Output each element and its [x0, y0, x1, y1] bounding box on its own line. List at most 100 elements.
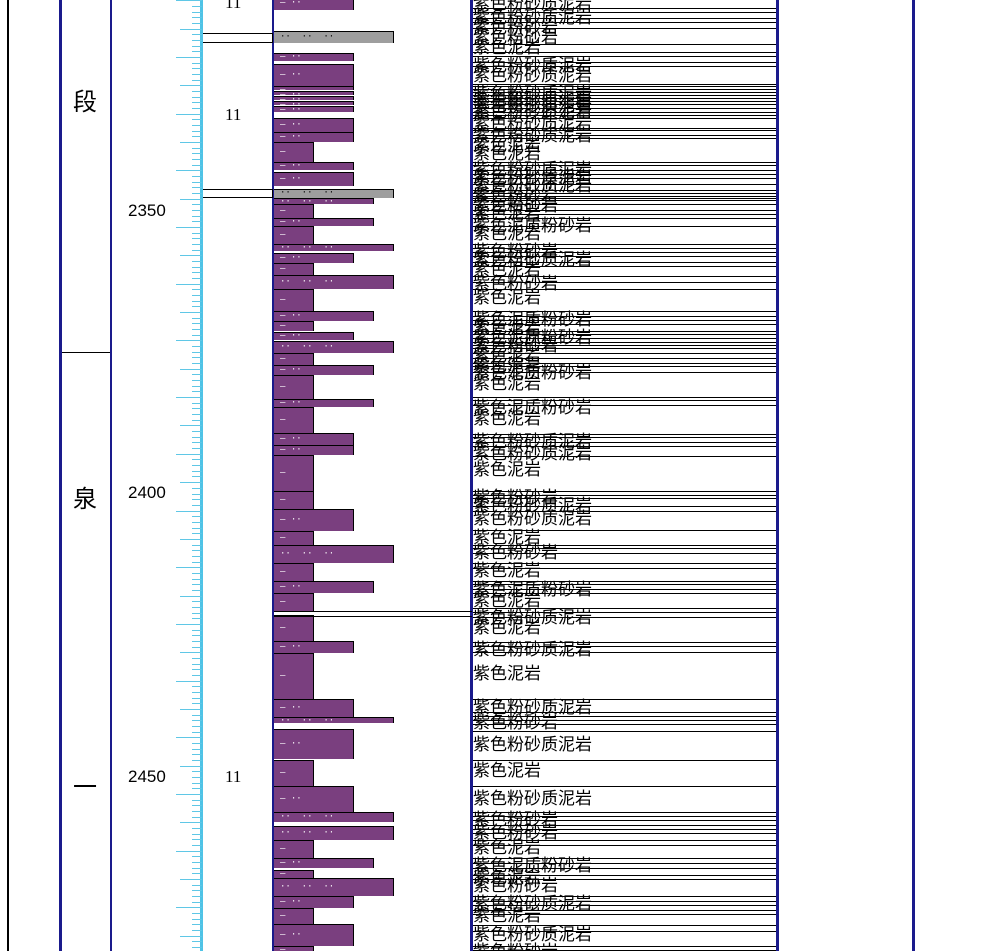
depth-tick	[192, 817, 202, 818]
lithology-pattern: ·· ·· ··	[280, 882, 335, 892]
lithology-name: 紫色粉砂质泥岩	[473, 925, 592, 945]
depth-tick	[192, 902, 202, 903]
lithology-boundary-line	[473, 342, 776, 343]
lithology-boundary-line	[473, 760, 776, 761]
depth-tick	[192, 216, 202, 217]
lithology-name: 紫色粉砂质泥岩	[473, 84, 592, 104]
mudstone-bar	[274, 106, 354, 112]
lithology-name: 紫色泥质粉砂岩	[473, 580, 592, 600]
mudstone-bar	[274, 204, 314, 218]
depth-tick	[192, 675, 202, 676]
lithology-name: 紫色粉砂质泥岩	[473, 698, 592, 718]
lithology-boundary-line	[473, 437, 776, 438]
lithology-name: 紫色泥岩	[473, 561, 541, 581]
left-frame-line	[7, 0, 9, 951]
depth-tick	[192, 845, 202, 846]
lithology-pattern: —	[280, 321, 286, 331]
depth-tick	[192, 522, 202, 523]
lithology-boundary-line	[473, 66, 776, 67]
depth-tick	[192, 272, 202, 273]
lithology-boundary-line	[473, 204, 776, 205]
lithology-boundary-line	[473, 896, 776, 897]
lithology-boundary-line	[473, 128, 776, 129]
lithology-pattern: — ··	[280, 90, 302, 100]
lithology-boundary-line	[473, 434, 776, 435]
mudstone-bar	[274, 924, 354, 946]
depth-tick	[192, 63, 202, 64]
depth-tick	[192, 528, 202, 529]
lithology-name: 紫色粉砂质泥岩	[473, 789, 592, 809]
depth-tick	[192, 261, 202, 262]
lithology-pattern: — ··	[280, 100, 302, 110]
depth-tick	[180, 539, 202, 540]
depth-axis-line	[200, 0, 203, 951]
depth-tick	[192, 221, 202, 222]
lithology-pattern: — ··	[280, 582, 302, 592]
depth-label-2400: 2400	[128, 483, 166, 502]
lithology-pattern: — ··	[280, 120, 302, 130]
depth-tick	[180, 879, 202, 880]
depth-tick	[192, 34, 202, 35]
depth-tick	[192, 125, 202, 126]
lithology-pattern: —	[280, 264, 286, 274]
lithology-boundary-line	[473, 905, 776, 906]
depth-tick	[180, 369, 202, 370]
lithology-name: 紫色粉砂质泥岩	[473, 496, 592, 516]
stage-column-right-border	[110, 0, 112, 951]
lithology-pattern: ·· ·· ··	[280, 243, 335, 253]
mudstone-bar	[274, 375, 314, 399]
depth-tick	[192, 550, 202, 551]
mudstone-bar	[274, 96, 354, 100]
mudstone-bar	[274, 445, 354, 455]
lithology-boundary-line	[473, 568, 776, 569]
lithology-boundary-line	[473, 530, 776, 531]
lithology-name: 紫色粉砂质泥岩	[473, 250, 592, 270]
mudstone-bar	[274, 162, 354, 170]
lithology-boundary-line	[473, 214, 776, 215]
depth-tick	[176, 340, 202, 341]
depth-tick	[192, 885, 202, 886]
lithology-name: 紫色泥质粉砂岩	[473, 328, 592, 348]
depth-tick	[180, 766, 202, 767]
lithology-boundary-line	[473, 28, 776, 29]
depth-tick	[192, 131, 202, 132]
depth-tick	[192, 414, 202, 415]
depth-tick	[192, 448, 202, 449]
lithology-pattern: —	[280, 295, 286, 305]
sandstone-bar	[274, 31, 394, 43]
lithology-pattern: —	[280, 911, 286, 921]
mudstone-bar	[274, 615, 314, 641]
depth-tick	[192, 562, 202, 563]
depth-tick	[192, 323, 202, 324]
lithology-boundary-line	[473, 820, 776, 821]
mudstone-bar	[274, 896, 354, 908]
depth-tick	[192, 159, 202, 160]
lithology-boundary-line	[473, 174, 776, 175]
depth-tick	[192, 856, 202, 857]
depth-tick	[192, 408, 202, 409]
lithology-boundary-line	[473, 244, 776, 245]
lithology-boundary-line	[473, 22, 776, 23]
lithology-boundary-line	[473, 584, 776, 585]
lithology-boundary-line	[473, 548, 776, 549]
mudstone-bar	[274, 132, 354, 142]
lithology-name: 紫色粉砂质泥岩	[473, 66, 592, 86]
lithology-boundary-line	[473, 184, 776, 185]
depth-tick	[192, 692, 202, 693]
depth-tick	[192, 204, 202, 205]
lithology-boundary-line	[473, 545, 776, 546]
depth-tick	[192, 839, 202, 840]
lithology-name: 紫色泥质粉砂岩	[473, 363, 592, 383]
sandstone-bar	[274, 189, 394, 198]
lithology-boundary-line	[473, 612, 776, 613]
lithology-boundary-line	[473, 825, 776, 826]
depth-tick	[192, 420, 202, 421]
lithology-boundary-line	[473, 130, 776, 131]
mudstone-bar	[274, 198, 374, 204]
lithology-boundary-line	[473, 608, 776, 609]
lithology-name: 紫色泥质粉砂岩	[473, 216, 592, 236]
mudstone-bar	[274, 433, 354, 445]
lithology-pattern: —	[280, 230, 286, 240]
lithology-pattern: —	[280, 844, 286, 854]
depth-tick	[192, 533, 202, 534]
